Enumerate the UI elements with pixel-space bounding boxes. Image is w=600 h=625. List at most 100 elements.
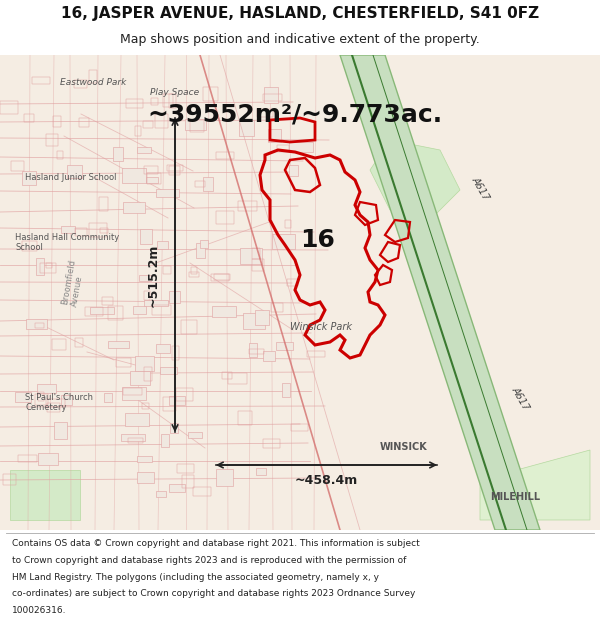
Bar — [177, 464, 194, 473]
Text: Winsick Park: Winsick Park — [290, 322, 352, 332]
Bar — [121, 434, 145, 441]
Bar — [277, 145, 289, 152]
Bar — [38, 392, 44, 401]
Bar — [160, 367, 177, 374]
Bar — [147, 173, 161, 184]
Bar — [151, 98, 158, 105]
Bar — [163, 397, 176, 411]
Bar — [257, 109, 273, 117]
Bar — [188, 432, 202, 438]
Bar — [144, 367, 152, 381]
Bar — [156, 189, 179, 197]
Bar — [191, 267, 197, 274]
Bar — [38, 453, 58, 465]
Bar — [263, 439, 280, 448]
Bar — [146, 177, 158, 183]
Bar — [79, 118, 89, 127]
Bar — [46, 134, 58, 146]
Bar — [169, 291, 180, 303]
Bar — [193, 487, 211, 496]
Bar — [133, 306, 146, 314]
Polygon shape — [340, 55, 540, 530]
Bar — [222, 372, 232, 379]
Bar — [182, 475, 194, 488]
Bar — [282, 383, 290, 397]
Bar — [249, 343, 257, 357]
Text: Hasland Hall Community
School: Hasland Hall Community School — [15, 232, 119, 252]
Bar — [35, 394, 48, 405]
Bar — [57, 151, 63, 159]
Bar — [125, 413, 149, 426]
Bar — [203, 87, 218, 101]
Bar — [167, 165, 183, 171]
Bar — [108, 306, 123, 320]
Bar — [46, 399, 65, 407]
Bar — [36, 258, 44, 275]
Bar — [140, 229, 152, 244]
Bar — [113, 147, 123, 161]
Bar — [144, 166, 158, 174]
Bar — [11, 161, 24, 171]
Text: co-ordinates) are subject to Crown copyright and database rights 2023 Ordnance S: co-ordinates) are subject to Crown copyr… — [12, 589, 415, 598]
Bar — [285, 220, 291, 228]
Bar — [102, 297, 113, 305]
Bar — [249, 349, 264, 354]
Bar — [104, 393, 112, 402]
Bar — [156, 491, 166, 497]
Text: Map shows position and indicative extent of the property.: Map shows position and indicative extent… — [120, 33, 480, 46]
Text: ~515.2m: ~515.2m — [146, 243, 160, 307]
Bar — [122, 168, 146, 183]
Bar — [228, 373, 247, 384]
Text: Play Space: Play Space — [150, 88, 199, 97]
Bar — [22, 171, 36, 185]
Text: to Crown copyright and database rights 2023 and is reproduced with the permissio: to Crown copyright and database rights 2… — [12, 556, 406, 565]
Bar — [3, 474, 16, 485]
Bar — [100, 228, 108, 233]
Bar — [116, 358, 131, 367]
Bar — [130, 371, 150, 385]
Bar — [135, 356, 154, 371]
Bar — [99, 197, 108, 211]
Bar — [139, 275, 151, 281]
Bar — [263, 94, 282, 101]
Bar — [32, 77, 50, 84]
Bar — [239, 120, 254, 136]
Polygon shape — [480, 450, 590, 520]
Text: 100026316.: 100026316. — [12, 606, 67, 615]
Bar — [126, 99, 143, 108]
Polygon shape — [10, 470, 80, 520]
Bar — [264, 87, 278, 103]
Bar — [169, 94, 176, 108]
Bar — [163, 266, 171, 274]
Text: Contains OS data © Crown copyright and database right 2021. This information is : Contains OS data © Crown copyright and d… — [12, 539, 420, 549]
Bar — [85, 307, 103, 316]
Bar — [185, 119, 206, 130]
Bar — [137, 147, 151, 153]
Bar — [156, 344, 170, 353]
Bar — [203, 177, 213, 191]
Bar — [123, 388, 142, 395]
Bar — [54, 422, 67, 439]
Bar — [176, 388, 193, 401]
Bar — [307, 351, 325, 357]
Text: St Paul's Church
Cemetery: St Paul's Church Cemetery — [25, 392, 93, 412]
Bar — [163, 94, 173, 107]
Text: ~458.4m: ~458.4m — [295, 474, 358, 486]
Bar — [196, 243, 205, 258]
Text: HM Land Registry. The polygons (including the associated geometry, namely x, y: HM Land Registry. The polygons (includin… — [12, 572, 379, 582]
Bar — [216, 469, 233, 486]
Bar — [123, 202, 145, 213]
Bar — [214, 274, 230, 280]
Bar — [137, 472, 154, 483]
Bar — [169, 484, 185, 492]
Bar — [18, 455, 37, 462]
Bar — [75, 228, 87, 236]
Bar — [161, 434, 169, 447]
Bar — [122, 387, 146, 400]
Bar — [61, 226, 75, 233]
Bar — [255, 310, 269, 325]
Text: A617: A617 — [510, 385, 532, 412]
Bar — [212, 306, 236, 317]
Bar — [169, 396, 185, 405]
Text: ~39552m²/~9.773ac.: ~39552m²/~9.773ac. — [148, 103, 443, 127]
